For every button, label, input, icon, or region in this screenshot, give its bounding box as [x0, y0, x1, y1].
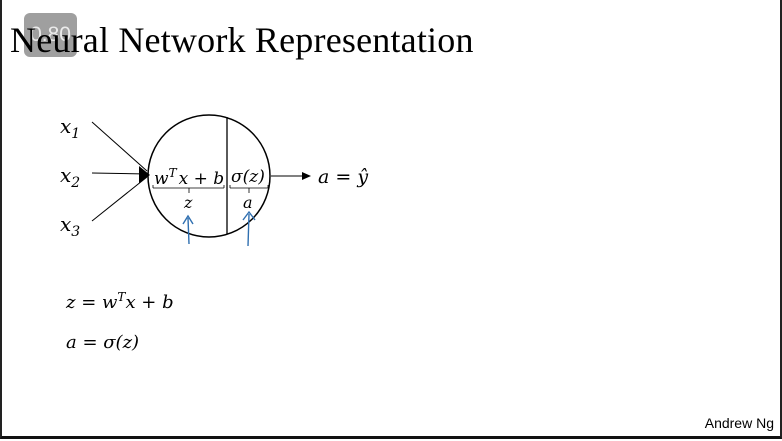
playback-speed-badge[interactable]: 0.80 — [24, 13, 77, 57]
a-label: a — [243, 193, 253, 212]
linear-term-label: wT x + b — [154, 166, 224, 189]
a-arrow-head — [242, 210, 256, 221]
slide-title: Neural Network Representation — [10, 20, 474, 60]
z-arrow-shaft — [187, 217, 190, 245]
output-label: a = ŷ — [318, 166, 368, 188]
equation-a: a = σ(z) — [66, 332, 140, 353]
input-edge-2 — [91, 172, 148, 175]
equation-z: z = wTx + b — [66, 290, 174, 313]
input-edge-3 — [91, 176, 148, 222]
output-arrowhead — [302, 172, 311, 180]
neuron-circle — [147, 114, 271, 238]
input-x1: x1 — [60, 114, 80, 142]
z-arrow-head — [182, 214, 194, 225]
author-credit: Andrew Ng — [704, 415, 774, 431]
activation-label: σ(z) — [231, 167, 265, 187]
z-label: z — [183, 193, 193, 212]
input-edge-1 — [91, 121, 148, 172]
annotation-arrows — [182, 210, 256, 247]
input-x2: x2 — [60, 163, 80, 191]
input-arrowhead — [139, 166, 150, 183]
a-arrow-shaft — [247, 213, 250, 247]
input-x3: x3 — [60, 212, 80, 240]
